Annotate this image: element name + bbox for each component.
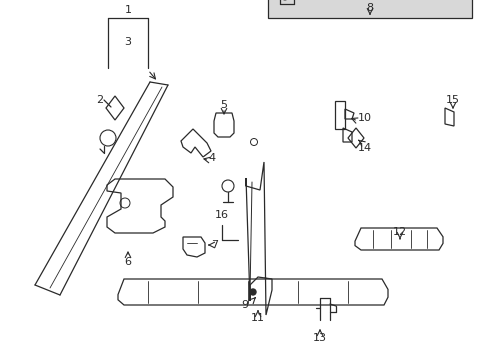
Text: 15: 15 — [445, 95, 459, 105]
Text: 4: 4 — [208, 153, 215, 163]
Text: 10: 10 — [357, 113, 371, 123]
Text: 11: 11 — [250, 313, 264, 323]
Text: 7: 7 — [211, 240, 218, 250]
Bar — [267, 0, 471, 18]
Text: 5: 5 — [220, 100, 227, 110]
Text: 16: 16 — [215, 210, 228, 220]
Text: 14: 14 — [357, 143, 371, 153]
Text: 9: 9 — [241, 300, 248, 310]
Text: 3: 3 — [124, 37, 131, 47]
Text: 2: 2 — [96, 95, 103, 105]
Text: 13: 13 — [312, 333, 326, 343]
Text: 8: 8 — [366, 3, 373, 13]
Text: 12: 12 — [392, 227, 406, 237]
Text: 6: 6 — [124, 257, 131, 267]
Text: 1: 1 — [124, 5, 131, 15]
Circle shape — [249, 289, 256, 295]
